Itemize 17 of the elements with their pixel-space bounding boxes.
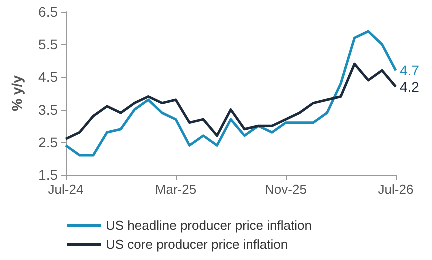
y-axis-title: % y/y <box>9 75 25 112</box>
data-label: 4.2 <box>400 78 420 95</box>
y-tick-label: 1.5 <box>38 167 58 183</box>
data-label: 4.7 <box>400 62 420 79</box>
y-tick-label: 3.5 <box>38 102 58 118</box>
y-tick-label: 4.5 <box>38 69 58 86</box>
y-tick-label: 6.5 <box>38 4 58 20</box>
x-tick-label: Nov-25 <box>265 182 307 197</box>
y-tick-label: 2.5 <box>38 134 58 150</box>
x-tick-label: Mar-25 <box>155 182 197 197</box>
legend-label: US core producer price inflation <box>106 237 288 252</box>
x-tick-label: Jul-26 <box>378 182 414 197</box>
x-tick-label: Jul-24 <box>48 182 84 197</box>
y-tick-label: 5.5 <box>38 36 58 53</box>
line-series <box>64 30 398 157</box>
line-series <box>64 62 398 140</box>
legend-label: US headline producer price inflation <box>106 218 312 233</box>
